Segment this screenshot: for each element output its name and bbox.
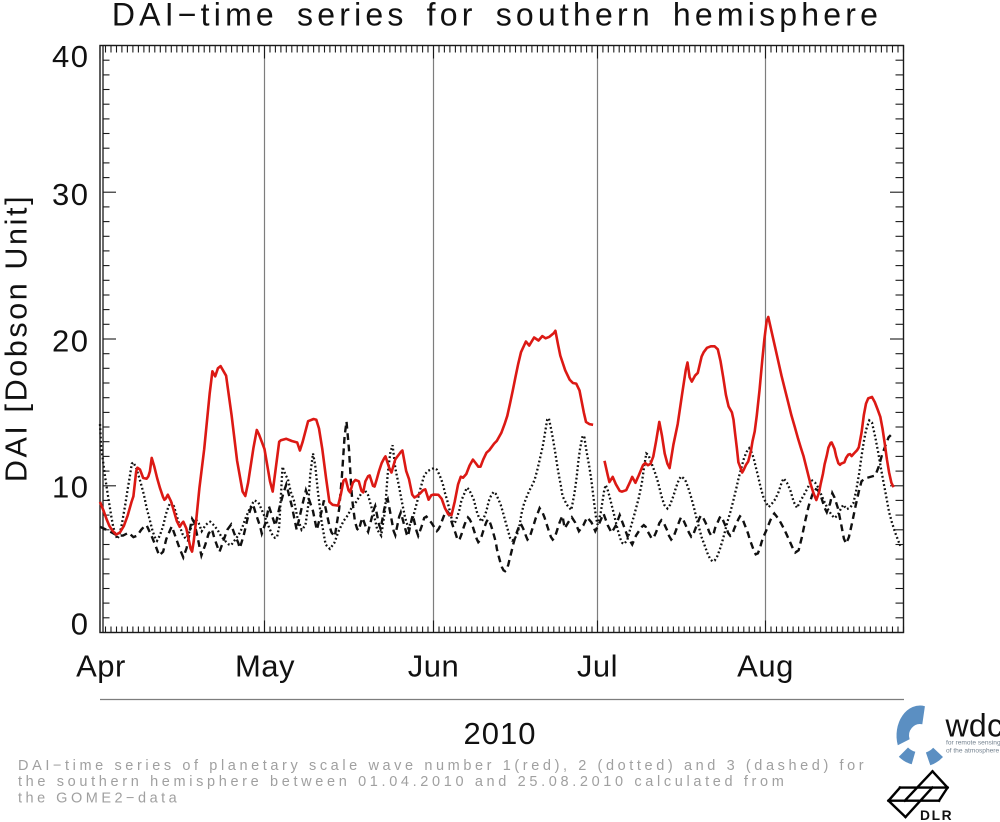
svg-text:Jun: Jun xyxy=(408,649,459,684)
svg-text:20: 20 xyxy=(52,323,89,358)
svg-text:DAI−time series of planetary s: DAI−time series of planetary scale wave … xyxy=(18,758,867,774)
svg-text:DAI−time series for southern h: DAI−time series for southern hemisphere xyxy=(112,0,882,33)
svg-text:Aug: Aug xyxy=(737,649,794,684)
svg-text:the southern hemisphere betwee: the southern hemisphere between 01.04.20… xyxy=(18,774,787,790)
svg-text:30: 30 xyxy=(52,177,89,212)
svg-text:for remote sensing: for remote sensing xyxy=(946,740,1000,747)
svg-text:10: 10 xyxy=(52,469,89,504)
svg-text:of the atmosphere: of the atmosphere xyxy=(946,747,999,754)
svg-text:DLR: DLR xyxy=(920,808,953,822)
svg-text:the GOME2−data: the GOME2−data xyxy=(18,790,180,806)
svg-text:DAI [Dobson Unit]: DAI [Dobson Unit] xyxy=(0,194,34,482)
svg-text:0: 0 xyxy=(71,607,90,642)
svg-text:wdc: wdc xyxy=(945,708,1000,744)
svg-text:2010: 2010 xyxy=(464,716,537,751)
svg-text:Apr: Apr xyxy=(76,649,126,684)
svg-text:May: May xyxy=(235,649,295,684)
svg-text:Jul: Jul xyxy=(577,649,618,684)
svg-text:40: 40 xyxy=(52,39,89,74)
